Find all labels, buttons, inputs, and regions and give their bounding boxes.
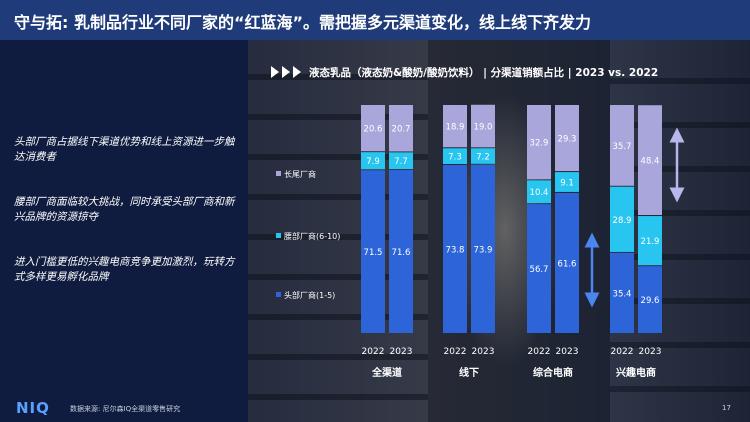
bar-value-label: 20.6 bbox=[364, 125, 383, 135]
bar-value-label: 71.5 bbox=[364, 248, 383, 258]
bar-segment bbox=[443, 148, 467, 164]
bar-segment bbox=[389, 105, 413, 152]
bar-segment bbox=[638, 105, 662, 216]
bar-value-label: 29.6 bbox=[641, 296, 660, 306]
bar-value-label: 35.7 bbox=[613, 142, 632, 152]
channel-label: 综合电商 bbox=[533, 366, 573, 379]
bar-value-label: 56.7 bbox=[530, 265, 549, 275]
background-overlay bbox=[248, 40, 750, 422]
year-tick-label: 2023 bbox=[472, 347, 495, 357]
legend-label: 长尾厂商 bbox=[284, 169, 316, 179]
year-tick-label: 2022 bbox=[362, 347, 385, 357]
legend-swatch bbox=[276, 292, 281, 297]
legend-label: 腰部厂商(6-10) bbox=[284, 231, 340, 241]
bar-value-label: 7.2 bbox=[476, 153, 490, 163]
bar-value-label: 32.9 bbox=[530, 139, 549, 149]
bar-segment bbox=[527, 204, 551, 333]
bar-value-label: 18.9 bbox=[446, 123, 465, 133]
bar-segment bbox=[555, 192, 579, 333]
bar-value-label: 19.0 bbox=[474, 123, 493, 133]
channel-label: 全渠道 bbox=[371, 366, 402, 379]
bar-segment bbox=[361, 105, 385, 152]
bar-segment bbox=[471, 164, 495, 333]
bar-value-label: 21.9 bbox=[641, 237, 660, 247]
bar-segment bbox=[443, 164, 467, 333]
triple-arrow-icon bbox=[271, 66, 301, 78]
bar-segment bbox=[610, 252, 634, 333]
left-panel: 头部厂商占据线下渠道优势和线上资源进一步触达消费者 腰部厂商面临较大挑战，同时承… bbox=[0, 40, 248, 422]
page-number: 17 bbox=[722, 404, 731, 412]
bar-segment bbox=[361, 170, 385, 333]
niq-logo: NIQ bbox=[16, 399, 50, 417]
bar-segment bbox=[638, 216, 662, 266]
bar-value-label: 9.1 bbox=[560, 179, 574, 189]
bar-value-label: 10.4 bbox=[530, 188, 549, 198]
bar-value-label: 61.6 bbox=[558, 259, 577, 269]
year-tick-label: 2022 bbox=[528, 347, 551, 357]
year-tick-label: 2022 bbox=[611, 347, 634, 357]
bar-value-label: 7.9 bbox=[366, 157, 380, 167]
year-tick-label: 2023 bbox=[639, 347, 662, 357]
bar-segment bbox=[389, 170, 413, 333]
bar-segment bbox=[638, 266, 662, 333]
year-tick-label: 2023 bbox=[390, 347, 413, 357]
bar-value-label: 7.7 bbox=[394, 157, 408, 167]
bar-value-label: 35.4 bbox=[613, 289, 632, 299]
bar-value-label: 20.7 bbox=[392, 125, 411, 135]
year-tick-label: 2022 bbox=[444, 347, 467, 357]
bar-value-label: 71.6 bbox=[392, 248, 411, 258]
bullet-text-2: 腰部厂商面临较大挑战，同时承受头部厂商和新兴品牌的资源掠夺 bbox=[14, 196, 235, 223]
legend-label: 头部厂商(1-5) bbox=[284, 290, 335, 300]
bar-segment bbox=[610, 186, 634, 252]
bar-segment bbox=[471, 148, 495, 164]
channel-label: 兴趣电商 bbox=[616, 366, 656, 379]
bullet-text-3: 进入门槛更低的兴趣电商竞争更加激烈，玩转方式多样更易孵化品牌 bbox=[14, 256, 235, 283]
bar-value-label: 7.3 bbox=[448, 153, 462, 163]
bar-segment bbox=[361, 152, 385, 170]
bar-segment bbox=[443, 105, 467, 148]
bar-segment bbox=[555, 105, 579, 172]
bar-value-label: 29.3 bbox=[558, 135, 577, 145]
bar-segment bbox=[610, 105, 634, 186]
year-tick-label: 2023 bbox=[556, 347, 579, 357]
bullet-text-1: 头部厂商占据线下渠道优势和线上资源进一步触达消费者 bbox=[14, 136, 235, 163]
bar-segment bbox=[389, 152, 413, 170]
bar-segment bbox=[555, 172, 579, 192]
title-bar: 守与拓: 乳制品行业不同厂家的“红蓝海”。需把握多元渠道变化，线上线下齐发力 bbox=[0, 0, 750, 40]
bar-value-label: 73.9 bbox=[474, 245, 493, 255]
channel-label: 线下 bbox=[459, 366, 479, 379]
bar-value-label: 73.8 bbox=[446, 245, 465, 255]
bar-value-label: 28.9 bbox=[613, 216, 632, 226]
bar-value-label: 48.4 bbox=[641, 157, 660, 167]
bar-segment bbox=[527, 105, 551, 180]
chart-subtitle-row: 液态乳品（液态奶&酸奶/酸奶饮料） | 分渠道销额占比 | 2023 vs. 2… bbox=[271, 65, 658, 79]
source-note: 数据来源: 尼尔森IQ全渠道零售研究 bbox=[70, 405, 181, 413]
page-title: 守与拓: 乳制品行业不同厂家的“红蓝海”。需把握多元渠道变化，线上线下齐发力 bbox=[14, 13, 592, 32]
chart-subtitle: 液态乳品（液态奶&酸奶/酸奶饮料） | 分渠道销额占比 | 2023 vs. 2… bbox=[309, 66, 659, 79]
legend-swatch bbox=[276, 171, 281, 176]
legend-swatch bbox=[276, 233, 281, 238]
bar-segment bbox=[527, 180, 551, 204]
bar-segment bbox=[471, 104, 495, 148]
